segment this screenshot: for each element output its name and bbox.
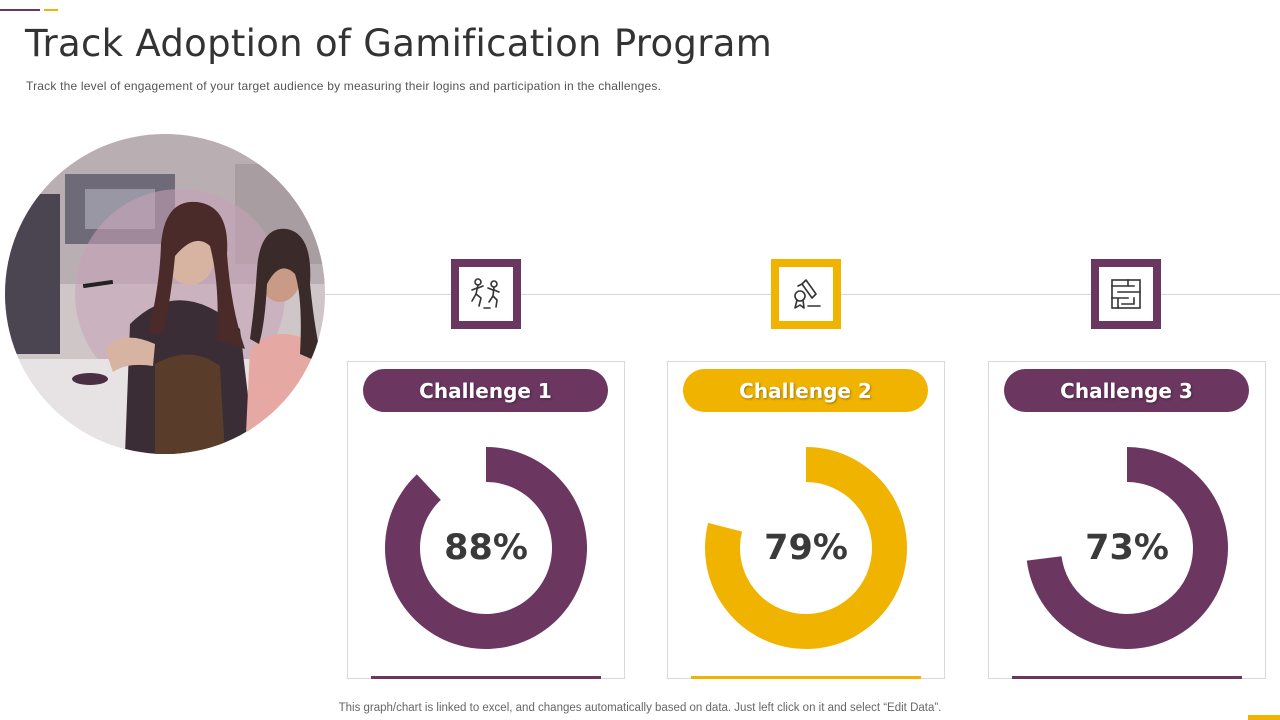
challenge-2-percentage: 79% xyxy=(764,528,848,568)
page-title: Track Adoption of Gamification Program xyxy=(25,22,773,65)
card-1-bottom-bar xyxy=(371,676,601,679)
card-2-bottom-bar xyxy=(691,676,921,679)
challenge-1-percentage: 88% xyxy=(444,528,528,568)
donut-chart-3 xyxy=(1026,447,1228,649)
donut-arc-1 xyxy=(385,447,587,649)
accent-line-gold xyxy=(44,9,58,11)
footnote: This graph/chart is linked to excel, and… xyxy=(338,702,942,714)
challenge-card-3: Challenge 3 73% xyxy=(988,361,1266,679)
donut-arc-2 xyxy=(705,447,907,649)
maze-icon xyxy=(1111,279,1141,309)
accent-line-purple xyxy=(0,9,40,11)
challenge-1-icon-box xyxy=(451,259,521,329)
page-subtitle: Track the level of engagement of your ta… xyxy=(26,79,662,93)
challenge-3-icon-box xyxy=(1091,259,1161,329)
challenge-3-percentage: 73% xyxy=(1085,528,1169,568)
card-3-bottom-bar xyxy=(1012,676,1242,679)
team-photo-illustration xyxy=(5,134,325,454)
award-ribbon-icon xyxy=(794,279,821,309)
challenge-card-1: Challenge 1 88% xyxy=(347,361,625,679)
people-running-icon xyxy=(471,278,500,309)
donut-chart-2 xyxy=(705,447,907,649)
corner-accent xyxy=(1248,715,1280,720)
challenge-3-label: Challenge 3 xyxy=(1004,369,1249,412)
challenge-1-label: Challenge 1 xyxy=(363,369,608,412)
donut-arc-3 xyxy=(1026,447,1228,649)
team-photo xyxy=(5,134,325,454)
challenge-card-2: Challenge 2 79% xyxy=(667,361,945,679)
donut-chart-1 xyxy=(385,447,587,649)
challenge-2-icon-box xyxy=(771,259,841,329)
challenge-2-label: Challenge 2 xyxy=(683,369,928,412)
